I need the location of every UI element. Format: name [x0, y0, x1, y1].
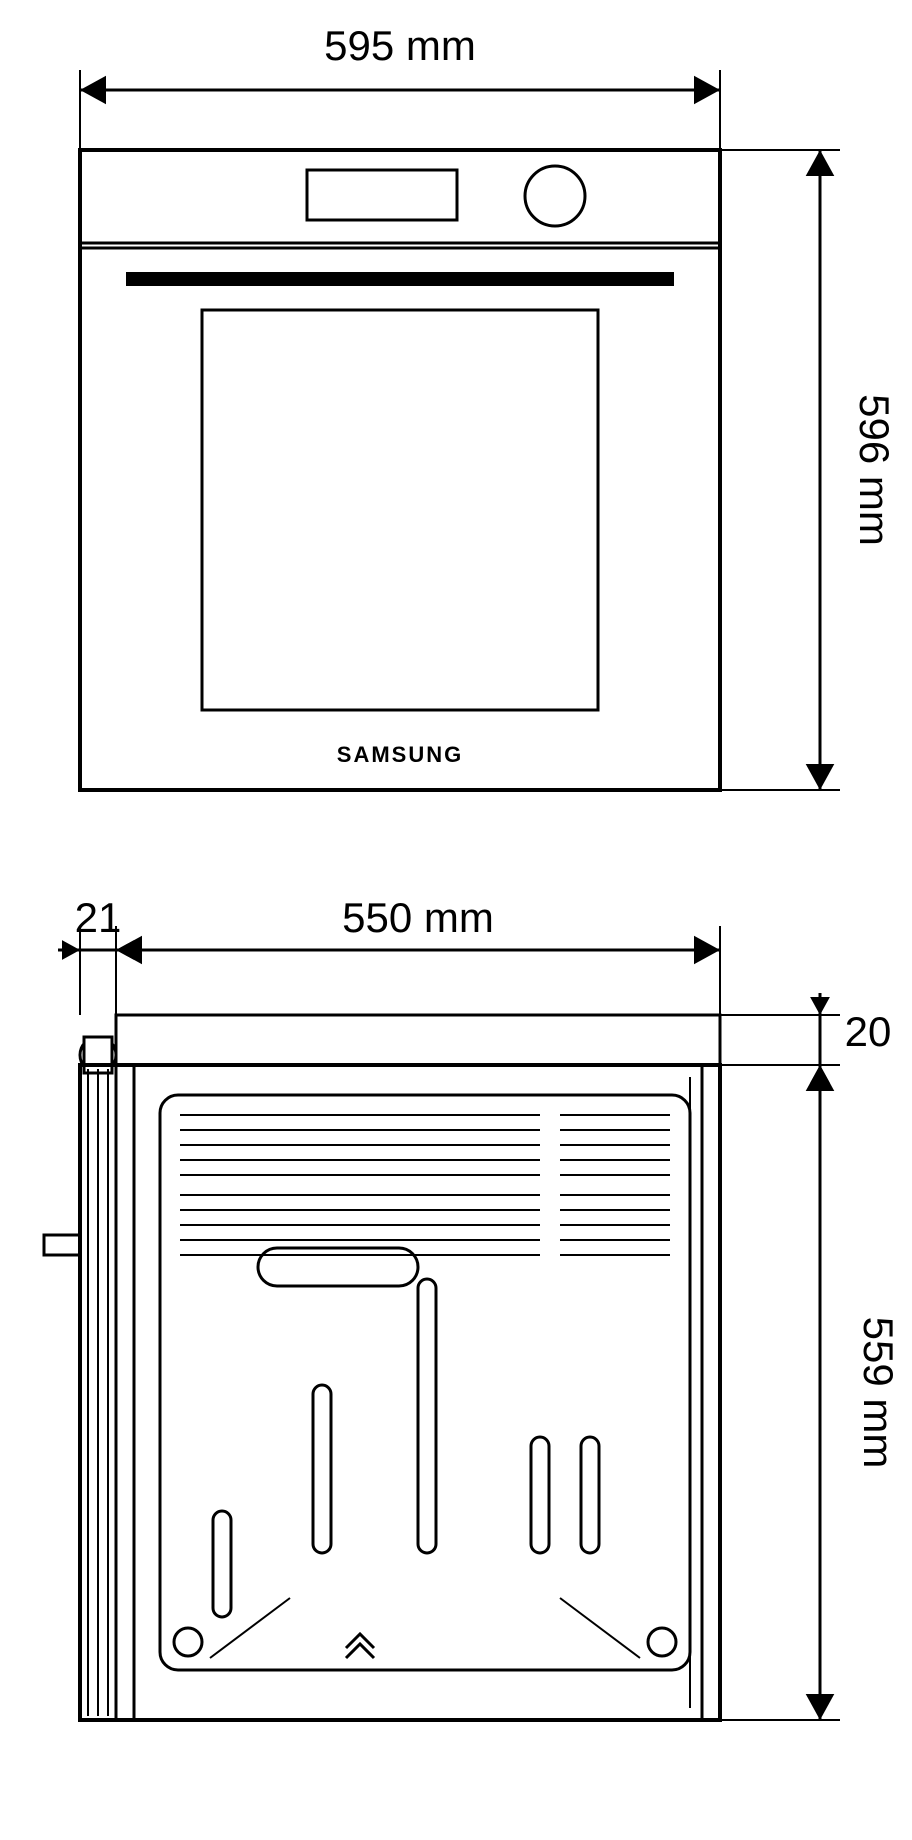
diagram-path — [346, 1644, 374, 1658]
front-height-label: 596 mm — [851, 394, 898, 546]
diagram-path — [581, 1437, 599, 1553]
diagram-path — [313, 1385, 331, 1553]
diagram-path — [213, 1511, 231, 1617]
diagram-rect — [258, 1248, 418, 1286]
diagram-circle — [174, 1628, 202, 1656]
diagram-rect — [84, 1037, 112, 1073]
diagram-circle — [648, 1628, 676, 1656]
diagram-line — [210, 1598, 290, 1658]
diagram-path — [418, 1279, 436, 1553]
diagram-polygon — [694, 76, 720, 105]
diagram-rect — [44, 1235, 80, 1255]
side-height-label: 559 mm — [855, 1317, 902, 1469]
diagram-rect — [116, 1015, 720, 1065]
front-width-label: 595 mm — [324, 22, 476, 69]
diagram-line — [560, 1598, 640, 1658]
diagram-polygon — [694, 936, 720, 965]
diagram-polygon — [806, 1065, 835, 1091]
diagram-polygon — [806, 1694, 835, 1720]
diagram-circle — [525, 166, 585, 226]
diagram-rect — [80, 150, 720, 790]
top-gap-label: 20 — [845, 1008, 892, 1055]
diagram-rect — [160, 1095, 690, 1670]
overhang-label: 21 — [75, 894, 122, 941]
diagram-rect — [307, 170, 457, 220]
diagram-rect — [202, 310, 598, 710]
diagram-polygon — [806, 764, 835, 790]
diagram-path — [531, 1437, 549, 1553]
diagram-polygon — [80, 76, 106, 105]
brand-label: SAMSUNG — [337, 742, 463, 767]
diagram-polygon — [806, 150, 835, 176]
diagram-rect — [127, 273, 673, 285]
diagram-rect — [80, 1065, 720, 1720]
depth-label: 550 mm — [342, 894, 494, 941]
diagram-rect — [80, 150, 720, 243]
